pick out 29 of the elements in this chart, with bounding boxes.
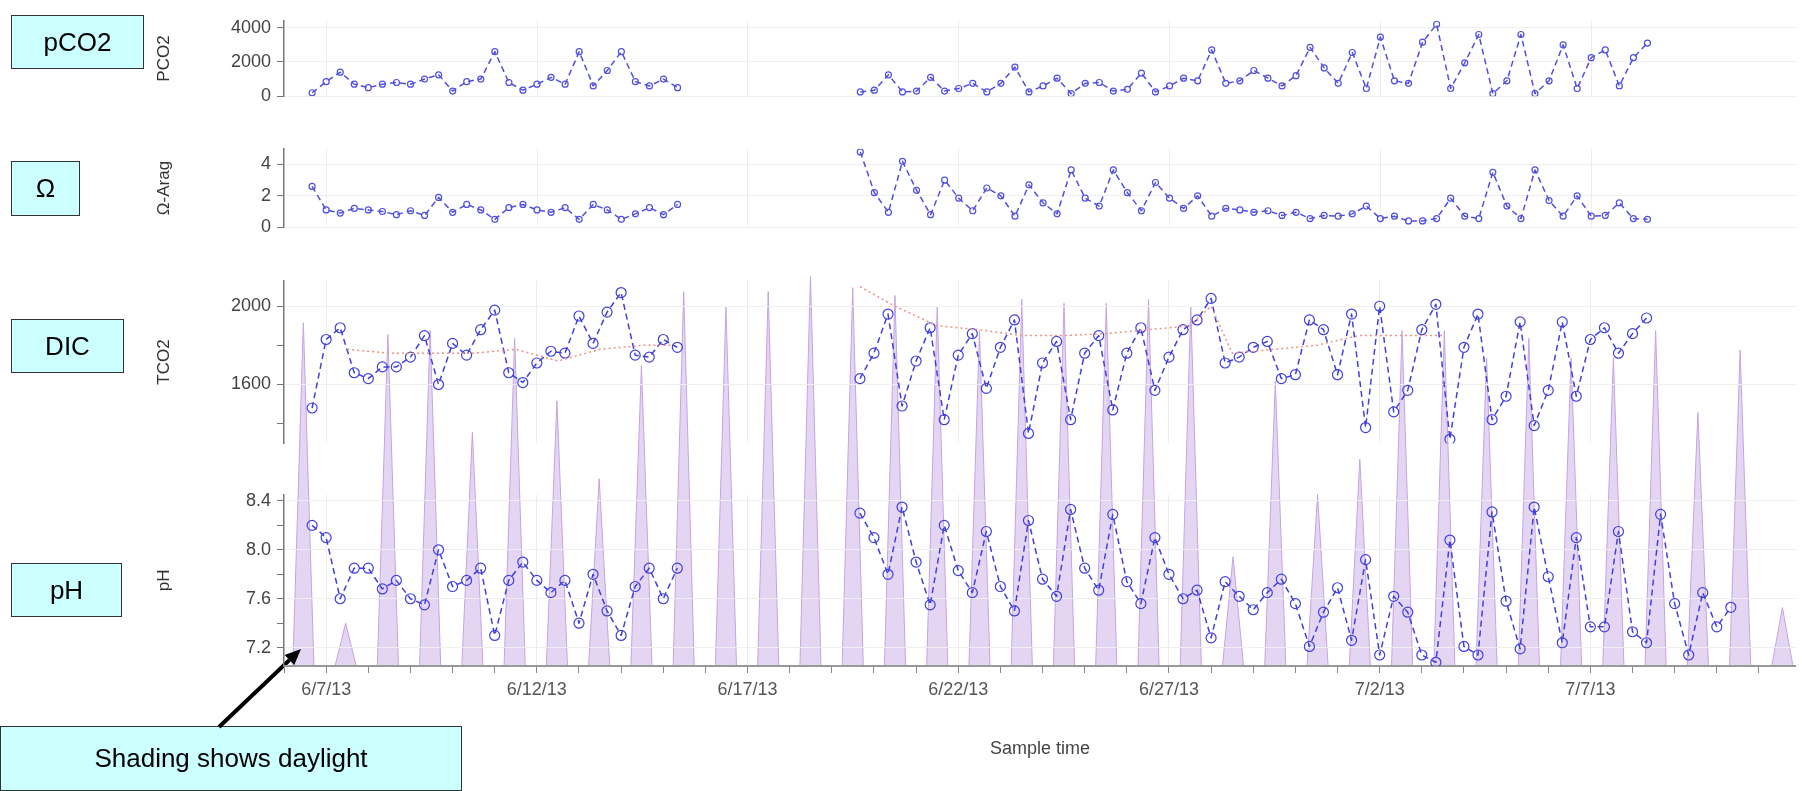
y-tick-label: 4 <box>260 152 271 173</box>
y-tick-label: 1600 <box>230 373 271 394</box>
x-tick-label: 7/2/13 <box>1354 678 1405 699</box>
x-axis-title: Sample time <box>989 738 1090 759</box>
x-tick-label: 6/7/13 <box>301 678 352 699</box>
y-tick-label: 7.2 <box>245 636 271 657</box>
y-axis-title: TCO2 <box>153 339 173 385</box>
y-tick-label: 8.0 <box>245 538 271 559</box>
y-tick-label: 7.6 <box>245 587 271 608</box>
x-tick-label: 6/17/13 <box>717 678 778 699</box>
text: Shading shows daylight <box>0 726 462 791</box>
x-tick-label: 6/12/13 <box>506 678 567 699</box>
y-tick-label: 2000 <box>230 50 271 71</box>
text: DIC <box>11 319 124 373</box>
y-axis-title: PCO2 <box>153 35 173 82</box>
y-tick-label: 0 <box>260 85 271 106</box>
y-tick-label: 2000 <box>230 295 271 316</box>
y-tick-label: 0 <box>260 215 271 236</box>
y-tick-label: 2 <box>260 184 271 205</box>
y-axis-title: Ω-Arag <box>153 160 173 215</box>
text: Ω <box>11 161 80 216</box>
x-tick-label: 7/7/13 <box>1565 678 1616 699</box>
x-tick-label: 6/22/13 <box>928 678 989 699</box>
text: pCO2 <box>11 15 144 69</box>
x-tick-label: 6/27/13 <box>1138 678 1199 699</box>
y-axis-title: pH <box>153 569 173 592</box>
y-tick-label: 4000 <box>230 16 271 37</box>
text: pH <box>11 563 122 617</box>
y-tick-label: 8.4 <box>245 489 271 510</box>
